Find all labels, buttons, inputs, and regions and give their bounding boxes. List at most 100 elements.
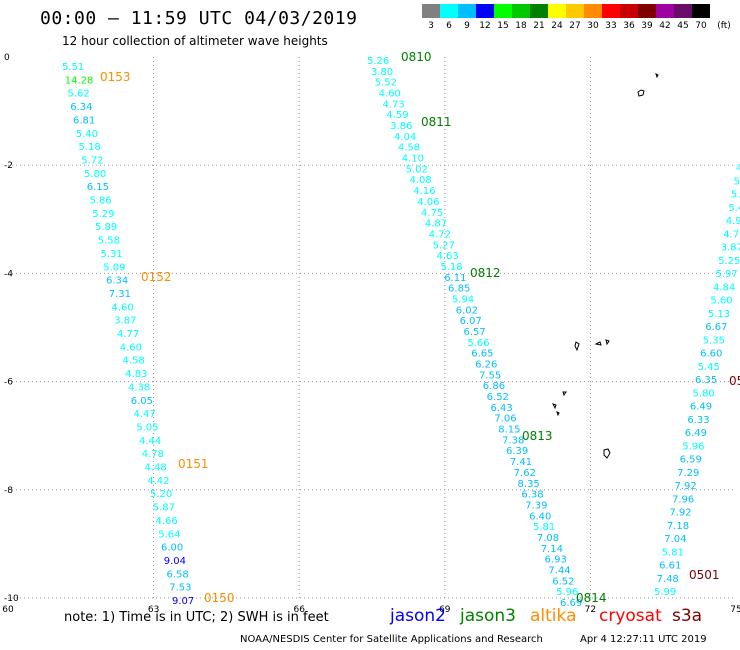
wave-height-value: 4.42 [147, 476, 169, 487]
wave-height-value: 6.38 [521, 490, 543, 501]
wave-height-value: 6.40 [529, 511, 551, 522]
wave-height-value: 5.05 [136, 422, 158, 433]
satellite-jason3: jason3 [460, 606, 516, 626]
lon-tick-label: 69 [439, 605, 451, 615]
wave-height-value: 6.49 [685, 428, 707, 439]
wave-height-value: 4.66 [156, 516, 178, 527]
wave-height-value: 4.60 [379, 89, 401, 100]
wave-height-value: 5.35 [703, 335, 725, 346]
legend-label: 21 [533, 21, 545, 31]
legend-swatch [674, 4, 692, 18]
lat-tick-label: -10 [4, 594, 19, 604]
lat-tick-label: -2 [4, 161, 13, 171]
pass-time-label: 0812 [470, 266, 501, 280]
wave-height-value: 5.58 [98, 236, 120, 247]
wave-height-value: 5.72 [81, 155, 103, 166]
legend-swatch [494, 4, 512, 18]
wave-height-value: 4.60 [120, 342, 142, 353]
wave-height-value: 6.49 [690, 402, 712, 413]
wave-height-value: 8.35 [518, 479, 540, 490]
island-coastline [556, 411, 560, 417]
legend-swatch [440, 4, 458, 18]
wave-height-value: 4.83 [125, 369, 147, 380]
pass-time-label: 0813 [522, 429, 553, 443]
wave-height-value: 4.73 [382, 99, 404, 110]
wave-height-value: 7.44 [548, 565, 570, 576]
wave-height-value: 7.55 [479, 370, 501, 381]
wave-height-value: 7.06 [494, 414, 516, 425]
satellite-jason2: jason2 [390, 606, 446, 626]
wave-height-value: 6.05 [131, 396, 153, 407]
wave-height-value: 6.85 [448, 284, 470, 295]
legend-swatch [638, 4, 656, 18]
wave-height-value: 5.02 [406, 164, 428, 175]
wave-height-value: 6.34 [106, 276, 128, 287]
wave-height-value: 4.59 [386, 110, 408, 121]
legend-label: 45 [677, 21, 689, 31]
legend-label: 33 [605, 21, 617, 31]
wave-height-value: 5.29 [92, 209, 114, 220]
lat-tick-label: -4 [4, 269, 13, 279]
wave-height-value: 6.59 [680, 455, 702, 466]
wave-height-value: 6.39 [506, 446, 528, 457]
island-coastline [594, 341, 602, 346]
wave-height-value: 6.33 [687, 415, 709, 426]
wave-height-value: 5. [731, 190, 740, 201]
wave-height-value: 7.14 [541, 544, 563, 555]
footer-note: note: 1) Time is in UTC; 2) SWH is in fe… [64, 610, 329, 625]
wave-height-value: 6.65 [471, 349, 493, 360]
wave-height-value: 6.86 [483, 381, 505, 392]
wave-height-value: 4.47 [134, 409, 156, 420]
legend-swatch [584, 4, 602, 18]
wave-height-value: 6.67 [705, 322, 727, 333]
wave-height-value: 4.38 [128, 382, 150, 393]
wave-height-value: 6.52 [487, 392, 509, 403]
wave-height-value: 6.15 [87, 182, 109, 193]
island-coastline [562, 391, 567, 397]
legend-label: 39 [641, 21, 653, 31]
wave-height-value: 5.51 [62, 62, 84, 73]
wave-height-value: 6.07 [460, 316, 482, 327]
lon-tick-label: 66 [293, 605, 305, 615]
legend-swatch [458, 4, 476, 18]
legend-label: 24 [551, 21, 563, 31]
legend-swatch [476, 4, 494, 18]
page-title: 00:00 — 11:59 UTC 04/03/2019 [40, 8, 358, 29]
wave-height-value: 5.89 [95, 222, 117, 233]
wave-height-value: 4.63 [436, 251, 458, 262]
lat-tick-label: -8 [4, 486, 13, 496]
wave-height-value: 4.04 [394, 132, 416, 143]
wave-height-value: 5.40 [76, 129, 98, 140]
satellite-s3a: s3a [672, 606, 703, 626]
wave-height-value: 7.31 [109, 289, 131, 300]
wave-height-value: 5.60 [710, 296, 732, 307]
pass-time-label: 0811 [421, 115, 452, 129]
wave-height-value: 8.15 [498, 425, 520, 436]
pass-time-label: 0151 [178, 457, 209, 471]
satellite-altika: altika [530, 606, 577, 626]
legend-label: 42 [659, 21, 671, 31]
wave-height-value: 5.09 [103, 262, 125, 273]
wave-height-value: 5.81 [533, 522, 555, 533]
legend-label: 15 [497, 21, 509, 31]
wave-height-value: 5.31 [101, 249, 123, 260]
legend-label: 12 [479, 21, 491, 31]
wave-height-value: 7.62 [514, 468, 536, 479]
wave-height-value: 7.08 [537, 533, 559, 544]
credit-line: NOAA/NESDIS Center for Satellite Applica… [240, 634, 543, 645]
lon-tick-label: 72 [585, 605, 596, 615]
wave-height-value: 3.87 [114, 316, 136, 327]
legend-label: 27 [569, 21, 581, 31]
wave-height-value: 9.07 [172, 596, 194, 607]
pass-time-label: 0810 [401, 50, 432, 64]
wave-height-value: 4.08 [409, 175, 431, 186]
satellite-cryosat: cryosat [599, 606, 662, 626]
wave-height-value: 4.78 [142, 449, 164, 460]
page-subtitle: 12 hour collection of altimeter wave hei… [62, 34, 328, 48]
wave-height-value: 4.9 [726, 216, 740, 227]
wave-height-value: 6.35 [695, 375, 717, 386]
legend-swatch [656, 4, 674, 18]
wave-height-value: 5.13 [708, 309, 730, 320]
legend-swatch [566, 4, 584, 18]
